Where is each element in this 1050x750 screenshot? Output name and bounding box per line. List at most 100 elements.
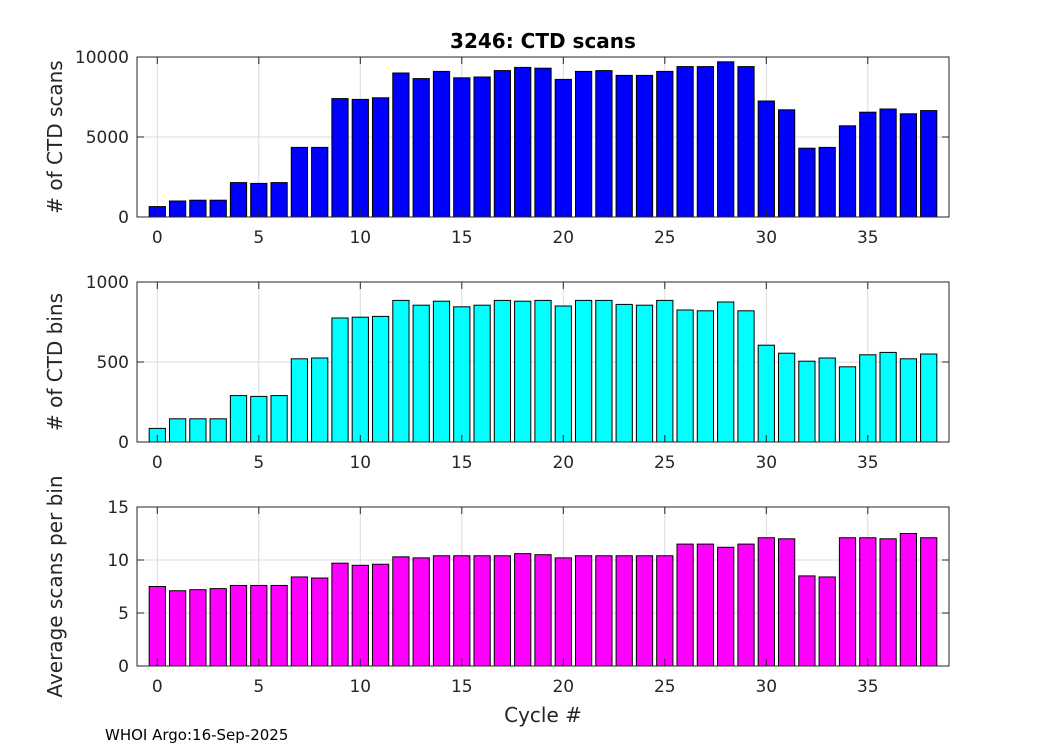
bar-cycle-16 bbox=[473, 304, 491, 443]
bar-cycle-31 bbox=[777, 538, 796, 667]
x-tick-label: 20 bbox=[552, 677, 574, 697]
y-tick-label: 5 bbox=[118, 604, 129, 624]
bar-cycle-27 bbox=[696, 66, 715, 218]
y-tick-label: 10 bbox=[107, 551, 129, 571]
x-tick-label: 10 bbox=[349, 453, 371, 473]
bar-cycle-14 bbox=[432, 70, 451, 218]
bar-cycle-14 bbox=[432, 555, 451, 667]
bar-cycle-12 bbox=[392, 556, 410, 667]
bar-cycle-23 bbox=[615, 303, 633, 443]
y-axis-label: Average scans per bin bbox=[43, 475, 67, 697]
bar-cycle-2 bbox=[189, 589, 207, 667]
x-tick-label: 0 bbox=[152, 453, 163, 473]
bar-cycle-4 bbox=[229, 395, 248, 443]
bar-cycle-15 bbox=[453, 77, 471, 218]
bar-cycle-33 bbox=[818, 576, 836, 667]
bar-cycle-21 bbox=[574, 555, 593, 667]
bar-cycle-30 bbox=[757, 344, 775, 443]
chart-title: 3246: CTD scans bbox=[450, 29, 636, 53]
bar-cycle-9 bbox=[331, 317, 349, 443]
bar-cycle-1 bbox=[168, 200, 187, 218]
bar-cycle-32 bbox=[798, 360, 816, 443]
bar-cycle-6 bbox=[270, 584, 288, 667]
x-tick-label: 10 bbox=[349, 677, 371, 697]
bar-cycle-38 bbox=[920, 353, 938, 443]
y-tick-label: 0 bbox=[118, 433, 129, 453]
bar-cycle-36 bbox=[879, 108, 897, 218]
bar-cycle-19 bbox=[534, 299, 552, 443]
bar-cycle-36 bbox=[879, 351, 897, 443]
bar-cycle-7 bbox=[290, 576, 309, 667]
axes-frame bbox=[136, 506, 950, 667]
bar-cycle-1 bbox=[168, 418, 187, 443]
bar-cycle-2 bbox=[189, 418, 207, 443]
y-tick-label: 500 bbox=[97, 353, 129, 373]
y-axis-label: # of CTD scans bbox=[43, 60, 67, 213]
x-tick-label: 25 bbox=[654, 228, 676, 248]
bar-cycle-18 bbox=[514, 300, 532, 443]
bar-cycle-17 bbox=[493, 555, 512, 667]
bar-cycle-26 bbox=[676, 543, 694, 667]
bar-cycle-7 bbox=[290, 146, 309, 218]
bar-cycle-20 bbox=[554, 78, 572, 218]
bar-cycle-25 bbox=[656, 555, 674, 667]
bar-cycle-25 bbox=[656, 299, 674, 443]
x-tick-label: 15 bbox=[451, 677, 473, 697]
x-tick-label: 5 bbox=[253, 677, 264, 697]
bar-cycle-6 bbox=[270, 182, 288, 218]
bar-cycle-11 bbox=[371, 97, 390, 218]
x-tick-label: 30 bbox=[755, 677, 777, 697]
y-tick-label: 0 bbox=[118, 208, 129, 228]
bar-cycle-31 bbox=[777, 109, 796, 218]
bar-cycle-10 bbox=[351, 316, 369, 443]
bar-cycle-11 bbox=[371, 563, 390, 667]
x-tick-label: 10 bbox=[349, 228, 371, 248]
x-tick-label: 20 bbox=[552, 228, 574, 248]
x-tick-label: 25 bbox=[654, 453, 676, 473]
x-tick-label: 5 bbox=[253, 453, 264, 473]
bar-cycle-15 bbox=[453, 555, 471, 667]
bar-cycle-19 bbox=[534, 554, 552, 667]
bar-cycle-35 bbox=[859, 537, 877, 667]
bar-cycle-34 bbox=[838, 125, 857, 218]
bar-cycle-28 bbox=[717, 301, 735, 443]
bar-cycle-0 bbox=[148, 586, 166, 667]
bar-cycle-17 bbox=[493, 299, 512, 443]
bar-cycle-10 bbox=[351, 564, 369, 667]
bar-cycle-34 bbox=[838, 366, 857, 443]
bar-cycle-24 bbox=[635, 74, 654, 218]
y-tick-label: 5000 bbox=[86, 128, 129, 148]
bar-cycle-25 bbox=[656, 70, 674, 218]
y-tick-label: 10000 bbox=[75, 48, 129, 68]
bar-cycle-29 bbox=[737, 543, 755, 667]
x-tick-label: 30 bbox=[755, 453, 777, 473]
bar-cycle-26 bbox=[676, 66, 694, 218]
x-tick-label: 30 bbox=[755, 228, 777, 248]
bar-cycle-36 bbox=[879, 538, 897, 667]
bar-cycle-31 bbox=[777, 352, 796, 443]
bar-cycle-30 bbox=[757, 100, 775, 218]
bar-cycle-26 bbox=[676, 309, 694, 443]
bar-cycle-9 bbox=[331, 98, 349, 218]
bar-cycle-21 bbox=[574, 299, 593, 443]
bar-cycle-13 bbox=[412, 557, 430, 667]
bar-cycle-13 bbox=[412, 78, 430, 218]
bar-cycle-4 bbox=[229, 584, 248, 667]
bar-cycle-5 bbox=[250, 584, 268, 667]
bar-cycle-10 bbox=[351, 98, 369, 218]
footer-text: WHOI Argo:16-Sep-2025 bbox=[105, 726, 288, 744]
bar-cycle-22 bbox=[595, 299, 613, 443]
x-tick-label: 0 bbox=[152, 677, 163, 697]
x-tick-label: 35 bbox=[857, 677, 879, 697]
y-axis-label: # of CTD bins bbox=[43, 293, 67, 431]
bar-cycle-12 bbox=[392, 299, 410, 443]
bar-cycle-22 bbox=[595, 555, 613, 667]
bar-cycle-3 bbox=[209, 199, 227, 218]
bar-cycle-24 bbox=[635, 555, 654, 667]
bar-cycle-3 bbox=[209, 418, 227, 443]
bar-cycle-3 bbox=[209, 588, 227, 667]
bar-cycle-22 bbox=[595, 70, 613, 218]
bar-cycle-38 bbox=[920, 110, 938, 218]
bar-cycle-8 bbox=[311, 357, 329, 443]
